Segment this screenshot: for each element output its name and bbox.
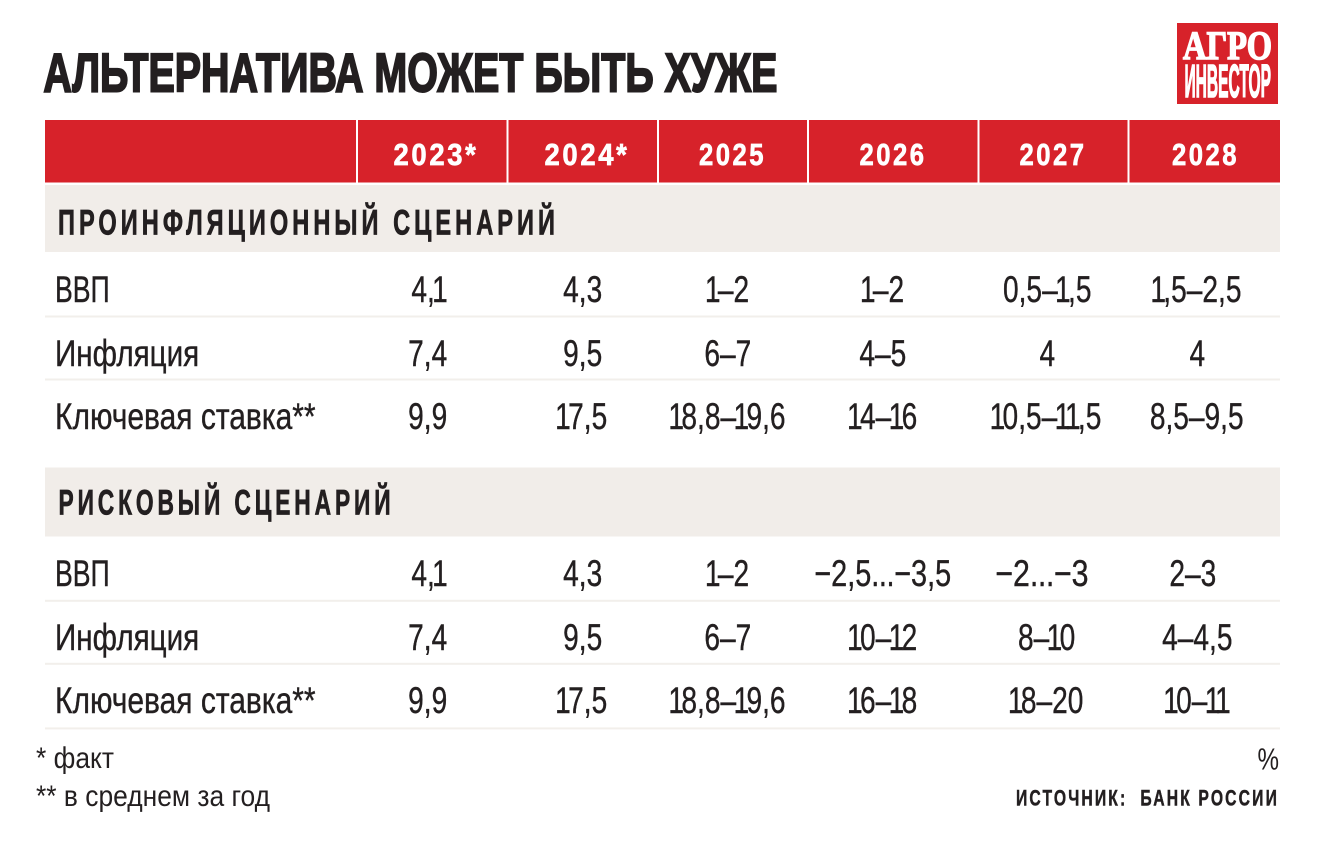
svg-text:ИНВЕСТОР: ИНВЕСТОР	[1185, 55, 1272, 107]
svg-text:ПРОИНФЛЯЦИОННЫЙ СЦЕНАРИЙ: ПРОИНФЛЯЦИОННЫЙ СЦЕНАРИЙ	[58, 203, 559, 243]
svg-text:2023*: 2023*	[394, 137, 479, 172]
svg-text:РИСКОВЫЙ СЦЕНАРИЙ: РИСКОВЫЙ СЦЕНАРИЙ	[59, 482, 395, 522]
svg-text:2026: 2026	[860, 137, 927, 172]
svg-text:2025: 2025	[699, 137, 766, 172]
svg-text:АГРО: АГРО	[1183, 23, 1272, 68]
svg-text:2027: 2027	[1020, 137, 1087, 172]
svg-text:АЛЬТЕРНАТИВА МОЖЕТ БЫТЬ ХУЖЕ: АЛЬТЕРНАТИВА МОЖЕТ БЫТЬ ХУЖЕ	[43, 41, 777, 103]
svg-text:2024*: 2024*	[545, 137, 630, 172]
svg-text:2028: 2028	[1172, 137, 1239, 172]
svg-text:ИСТОЧНИК: БАНК РОССИИ: ИСТОЧНИК: БАНК РОССИИ	[1016, 785, 1279, 810]
svg-text:%: %	[1258, 742, 1280, 777]
